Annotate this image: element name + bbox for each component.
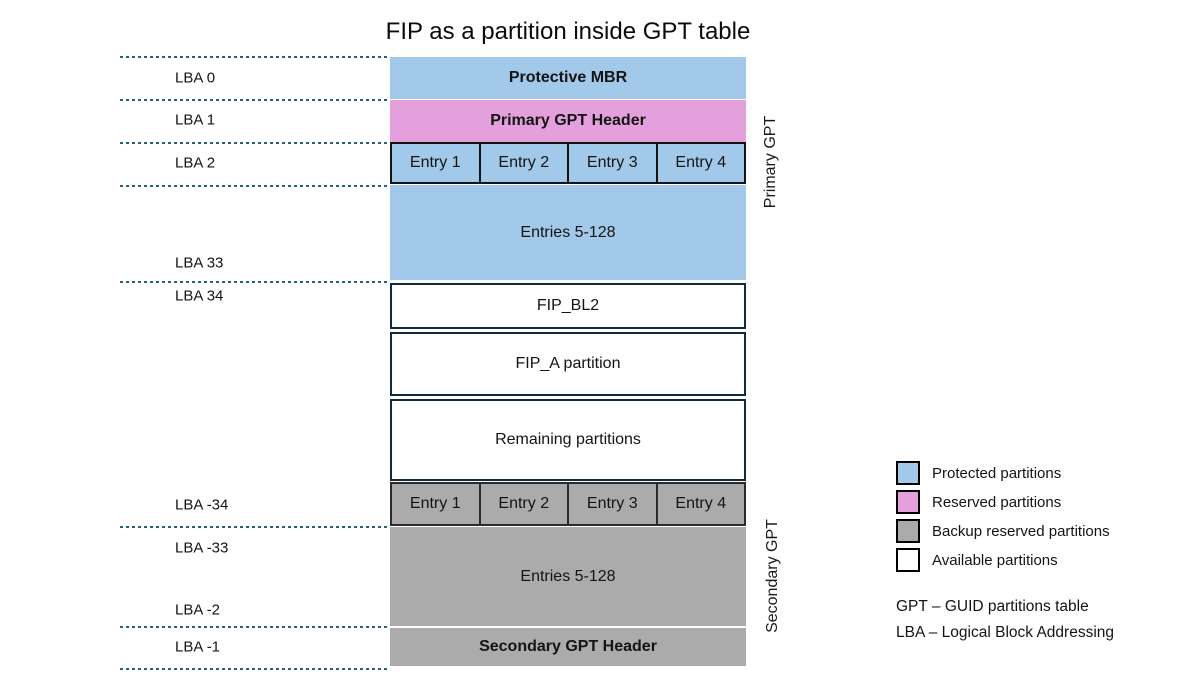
dotted-line xyxy=(120,99,390,101)
block-fip-a-partition: FIP_A partition xyxy=(390,332,746,396)
block-primary-entries-5-128: Entries 5-128 xyxy=(390,185,746,280)
legend-swatch-protected xyxy=(896,461,920,485)
dotted-line xyxy=(120,626,390,628)
block-primary-gpt-header: Primary GPT Header xyxy=(390,100,746,142)
secondary-entry-4: Entry 4 xyxy=(655,482,746,526)
block-protective-mbr: Protective MBR xyxy=(390,57,746,99)
legend-item-reserved: Reserved partitions xyxy=(896,490,1061,514)
legend-label-protected: Protected partitions xyxy=(932,464,1062,482)
dotted-line xyxy=(120,142,390,144)
abbreviation-gpt: GPT – GUID partitions table xyxy=(896,598,1089,615)
secondary-gpt-side-label: Secondary GPT xyxy=(764,519,781,633)
primary-gpt-side-label: Primary GPT xyxy=(762,115,779,209)
legend-item-backup: Backup reserved partitions xyxy=(896,519,1110,543)
legend-item-protected: Protected partitions xyxy=(896,461,1061,485)
legend-label-reserved: Reserved partitions xyxy=(932,493,1062,511)
legend-swatch-available xyxy=(896,548,920,572)
lba-label-m33: LBA -33 xyxy=(175,539,229,557)
dotted-line xyxy=(120,668,390,670)
block-secondary-entry-row: Entry 1 Entry 2 Entry 3 Entry 4 xyxy=(390,482,746,526)
page-title: FIP as a partition inside GPT table xyxy=(385,18,751,45)
block-secondary-gpt-header: Secondary GPT Header xyxy=(390,628,746,666)
primary-entry-1: Entry 1 xyxy=(390,142,481,184)
lba-label-33: LBA 33 xyxy=(175,254,224,272)
legend-swatch-backup xyxy=(896,519,920,543)
secondary-entry-3: Entry 3 xyxy=(567,482,658,526)
block-secondary-entries-5-128: Entries 5-128 xyxy=(390,527,746,626)
lba-label-2: LBA 2 xyxy=(175,154,216,172)
dotted-line xyxy=(120,281,390,283)
legend-label-backup: Backup reserved partitions xyxy=(932,522,1110,540)
dotted-line xyxy=(120,185,390,187)
primary-entry-2: Entry 2 xyxy=(478,142,569,184)
legend-swatch-reserved xyxy=(896,490,920,514)
primary-entry-3: Entry 3 xyxy=(567,142,658,184)
legend-label-available: Available partitions xyxy=(932,551,1058,569)
lba-label-m34: LBA -34 xyxy=(175,496,229,514)
lba-label-1: LBA 1 xyxy=(175,111,216,129)
abbreviation-lba: LBA – Logical Block Addressing xyxy=(896,624,1114,641)
secondary-entry-1: Entry 1 xyxy=(390,482,481,526)
block-primary-entry-row: Entry 1 Entry 2 Entry 3 Entry 4 xyxy=(390,142,746,184)
dotted-line xyxy=(120,526,390,528)
lba-label-m1: LBA -1 xyxy=(175,638,221,656)
block-fip-bl2: FIP_BL2 xyxy=(390,283,746,329)
dotted-line xyxy=(120,56,390,58)
lba-label-0: LBA 0 xyxy=(175,69,216,87)
secondary-entry-2: Entry 2 xyxy=(478,482,569,526)
legend-item-available: Available partitions xyxy=(896,548,1058,572)
lba-label-m2: LBA -2 xyxy=(175,601,221,619)
block-remaining-partitions: Remaining partitions xyxy=(390,399,746,481)
primary-entry-4: Entry 4 xyxy=(655,142,746,184)
lba-label-34: LBA 34 xyxy=(175,287,224,305)
